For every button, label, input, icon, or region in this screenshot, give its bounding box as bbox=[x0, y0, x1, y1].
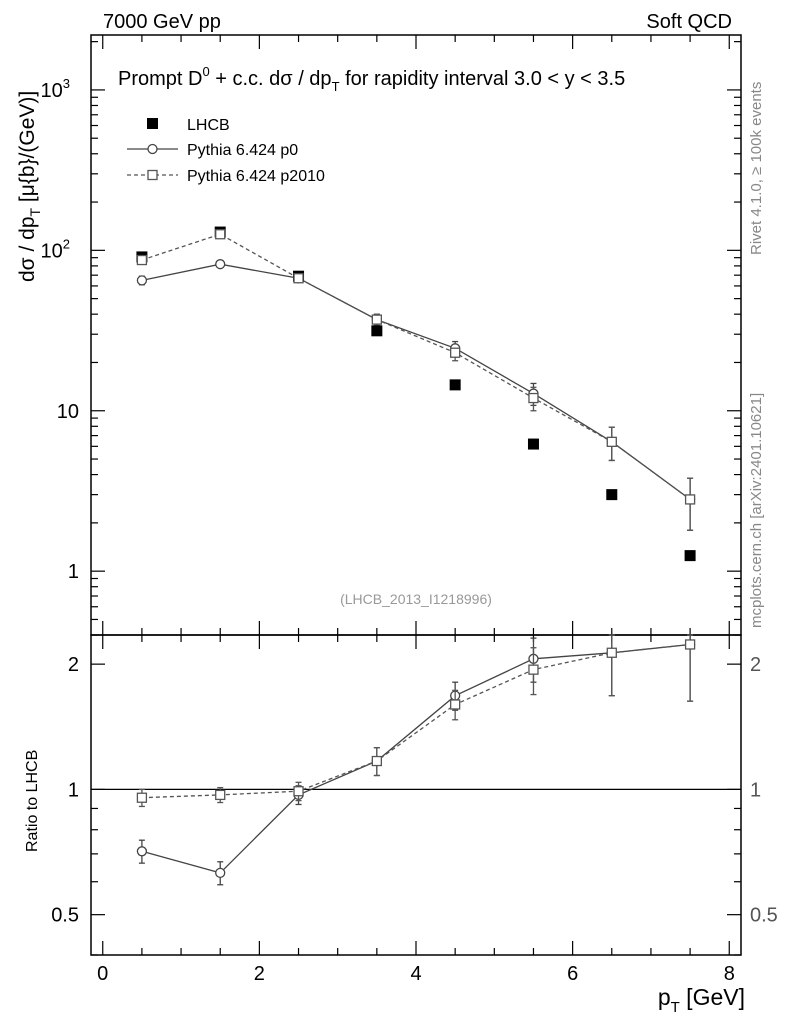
ratio-y-axis: 0.5 0.5 1 1 2 2 bbox=[51, 654, 778, 956]
ratio-point-p2010 bbox=[293, 786, 304, 797]
data-point-p0 bbox=[136, 275, 148, 286]
main-y-tick-label: 103 bbox=[41, 76, 70, 102]
series-line-1 bbox=[141, 263, 691, 500]
ratio-y-tick-label-right: 2 bbox=[750, 654, 761, 676]
chart-title: Prompt D0 + c.c. dσ / dpT for rapidity i… bbox=[118, 64, 625, 94]
x-tick-label: 2 bbox=[254, 963, 265, 985]
x-tick-label: 8 bbox=[724, 963, 735, 985]
header-right: Soft QCD bbox=[646, 11, 732, 33]
mcplots-label: mcplots.cern.ch [arXiv:2401.10621] bbox=[748, 393, 765, 628]
data-point-p2010 bbox=[136, 254, 148, 266]
ratio-line-1 bbox=[141, 643, 691, 799]
ratio-point-p2010 bbox=[136, 792, 148, 803]
header-left: 7000 GeV pp bbox=[103, 11, 221, 33]
x-axis: 0 2 4 6 8 bbox=[97, 35, 735, 985]
ratio-point-p0 bbox=[215, 867, 226, 879]
ratio-y-tick-label: 2 bbox=[68, 654, 79, 676]
main-y-tick-label: 102 bbox=[41, 236, 70, 262]
x-tick-label: 0 bbox=[97, 963, 108, 985]
ratio-point-p2010 bbox=[528, 664, 539, 675]
series-line-2 bbox=[141, 233, 691, 500]
data-point-p2010 bbox=[215, 229, 226, 240]
legend-marker-lhcb bbox=[147, 118, 158, 129]
data-point-p2010 bbox=[371, 314, 382, 325]
legend-label-lhcb: LHCB bbox=[187, 117, 230, 134]
x-axis-label: pT [GeV] bbox=[658, 984, 745, 1016]
legend-label-p0: Pythia 6.424 p0 bbox=[187, 142, 298, 159]
ratio-line-0 bbox=[141, 643, 691, 874]
ratio-point-p2010 bbox=[606, 647, 617, 658]
rivet-label: Rivet 4.1.0, ≥ 100k events bbox=[748, 82, 765, 255]
data-point-p2010 bbox=[606, 436, 617, 447]
ratio-point-p2010 bbox=[450, 699, 461, 710]
legend-marker-p0 bbox=[147, 143, 158, 155]
ratio-y-label: Ratio to LHCB bbox=[24, 750, 41, 852]
ratio-y-tick-label-right: 0.5 bbox=[750, 905, 778, 927]
legend-marker-p2010 bbox=[147, 169, 158, 181]
data-point-p0 bbox=[215, 259, 226, 270]
x-tick-label: 4 bbox=[410, 963, 421, 985]
data-point-p2010 bbox=[293, 273, 304, 284]
ratio-panel-frame bbox=[90, 634, 742, 956]
data-point-lhcb bbox=[527, 438, 539, 450]
ratio-series bbox=[136, 634, 696, 886]
ratio-point-p2010 bbox=[215, 789, 226, 801]
main-series bbox=[136, 226, 696, 562]
data-point-p2010 bbox=[528, 392, 539, 404]
ratio-y-tick-label: 1 bbox=[68, 779, 79, 801]
ratio-y-tick-label: 0.5 bbox=[51, 905, 79, 927]
data-point-lhcb bbox=[684, 550, 696, 562]
main-y-axis: 1 10 102 103 bbox=[41, 41, 741, 636]
analysis-id: (LHCB_2013_I1218996) bbox=[340, 591, 492, 607]
data-point-lhcb bbox=[449, 379, 461, 391]
data-point-p2010 bbox=[450, 347, 461, 358]
main-y-tick-label: 10 bbox=[57, 401, 79, 423]
data-point-p2010 bbox=[684, 494, 696, 505]
ratio-point-p0 bbox=[136, 846, 148, 857]
ratio-point-p2010 bbox=[371, 755, 382, 767]
main-y-label: dσ / dpT [μ{b}/(GeV)] bbox=[16, 91, 43, 282]
ratio-y-tick-label-right: 1 bbox=[750, 779, 761, 801]
legend-label-p2010: Pythia 6.424 p2010 bbox=[187, 168, 325, 185]
data-point-lhcb bbox=[606, 489, 618, 501]
legend: LHCB Pythia 6.424 p0 Pythia 6.424 p2010 bbox=[127, 117, 325, 185]
x-tick-label: 6 bbox=[567, 963, 578, 985]
data-point-lhcb bbox=[371, 325, 383, 337]
main-y-tick-label: 1 bbox=[68, 561, 79, 583]
ratio-point-p2010 bbox=[684, 639, 696, 650]
